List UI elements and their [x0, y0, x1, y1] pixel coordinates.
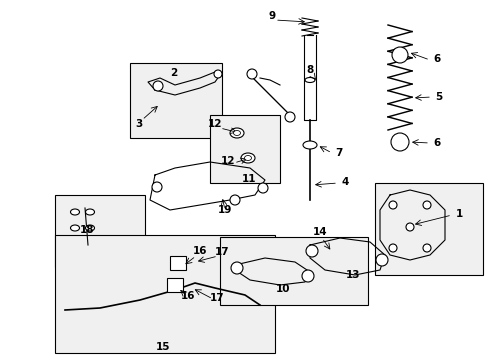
Circle shape [423, 201, 431, 209]
Text: 16: 16 [193, 246, 207, 256]
Text: 13: 13 [346, 270, 360, 280]
Circle shape [302, 270, 314, 282]
Text: 6: 6 [433, 138, 440, 148]
Ellipse shape [71, 225, 79, 231]
Text: 3: 3 [135, 119, 142, 129]
Text: 15: 15 [156, 342, 170, 352]
Text: 7: 7 [335, 148, 343, 158]
Ellipse shape [230, 128, 244, 138]
Text: 10: 10 [276, 284, 290, 294]
Bar [55, 195, 145, 267]
Bar [210, 115, 280, 183]
Text: 6: 6 [433, 54, 440, 64]
Text: 5: 5 [435, 92, 442, 102]
Bar [167, 278, 183, 292]
Bar [220, 237, 368, 305]
Circle shape [406, 223, 414, 231]
Text: 12: 12 [208, 119, 222, 129]
Ellipse shape [245, 156, 251, 161]
Text: 1: 1 [456, 209, 463, 219]
Circle shape [306, 245, 318, 257]
Circle shape [392, 47, 408, 63]
Ellipse shape [241, 153, 255, 163]
Circle shape [152, 182, 162, 192]
Circle shape [389, 201, 397, 209]
Text: 4: 4 [341, 177, 348, 187]
Circle shape [391, 133, 409, 151]
Text: 19: 19 [218, 205, 232, 215]
Circle shape [153, 81, 163, 91]
Ellipse shape [71, 209, 79, 215]
Circle shape [397, 139, 403, 145]
Circle shape [376, 254, 388, 266]
Text: 9: 9 [269, 11, 275, 21]
Circle shape [214, 70, 222, 78]
Text: 2: 2 [171, 68, 178, 78]
Text: 18: 18 [80, 225, 94, 235]
Text: 11: 11 [242, 174, 256, 184]
Circle shape [231, 262, 243, 274]
Circle shape [285, 112, 295, 122]
Ellipse shape [234, 131, 241, 135]
Text: 17: 17 [210, 293, 224, 303]
Text: 17: 17 [215, 247, 229, 257]
Text: 16: 16 [181, 291, 195, 301]
Bar [375, 183, 483, 275]
Circle shape [389, 244, 397, 252]
Bar [55, 235, 275, 353]
Bar [170, 256, 186, 270]
Ellipse shape [305, 77, 315, 82]
Text: 12: 12 [221, 156, 235, 166]
Ellipse shape [85, 209, 95, 215]
Text: 14: 14 [313, 227, 327, 237]
Circle shape [258, 183, 268, 193]
Circle shape [397, 52, 403, 58]
Text: 8: 8 [306, 65, 314, 75]
Ellipse shape [85, 225, 95, 231]
Circle shape [230, 195, 240, 205]
Circle shape [423, 244, 431, 252]
Ellipse shape [303, 141, 317, 149]
Bar [130, 63, 222, 138]
Circle shape [247, 69, 257, 79]
